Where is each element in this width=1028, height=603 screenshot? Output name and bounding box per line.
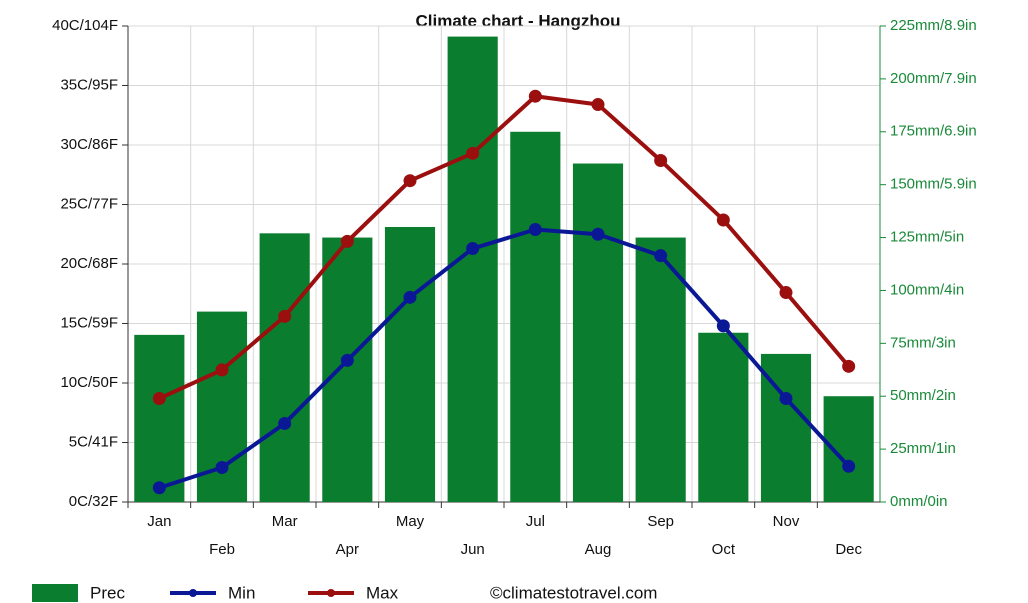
y2-tick-label: 100mm/4in: [890, 281, 964, 298]
y2-tick-label: 125mm/5in: [890, 229, 964, 246]
point: [528, 222, 542, 236]
bar: [134, 334, 185, 502]
point: [654, 153, 668, 167]
bar: [322, 237, 373, 503]
y-tick-label: 0C/32F: [69, 493, 118, 510]
y2-tick-label: 25mm/1in: [890, 440, 956, 457]
bar: [572, 163, 624, 502]
y-tick-label: 15C/59F: [60, 314, 118, 331]
point: [466, 242, 480, 256]
point: [340, 353, 354, 367]
x-tick-label: Mar: [272, 513, 298, 530]
point: [466, 146, 480, 160]
bar: [447, 36, 498, 502]
legend-label: Prec: [90, 583, 125, 602]
y2-tick-label: 225mm/8.9in: [890, 17, 977, 34]
point: [340, 234, 354, 248]
x-tick-label: Nov: [773, 513, 800, 530]
x-tick-label: Dec: [835, 541, 862, 558]
point: [215, 363, 229, 377]
point: [716, 213, 730, 227]
bar: [384, 226, 436, 502]
bar: [698, 332, 749, 502]
x-tick-label: Feb: [209, 541, 235, 558]
point: [215, 460, 229, 474]
x-tick-label: Oct: [712, 541, 736, 558]
y-tick-label: 5C/41F: [69, 433, 118, 450]
x-tick-label: Sep: [647, 513, 674, 530]
x-tick-label: Jan: [147, 513, 171, 530]
bar: [635, 237, 686, 503]
y2-tick-label: 175mm/6.9in: [890, 123, 977, 140]
y2-tick-label: 50mm/2in: [890, 387, 956, 404]
legend-label: Max: [366, 583, 399, 602]
x-tick-label: May: [396, 513, 425, 530]
point: [528, 89, 542, 103]
y2-tick-label: 150mm/5.9in: [890, 176, 977, 193]
point: [654, 249, 668, 263]
y-tick-label: 35C/95F: [60, 76, 118, 93]
x-tick-label: Apr: [336, 541, 359, 558]
legend-label: Min: [228, 583, 255, 602]
x-tick-label: Jul: [526, 513, 545, 530]
x-tick-label: Jun: [461, 541, 485, 558]
line: [158, 94, 851, 401]
bar: [510, 131, 561, 502]
y2-tick-label: 200mm/7.9in: [890, 70, 977, 87]
point: [152, 481, 166, 495]
point: [842, 459, 856, 473]
point: [403, 174, 417, 188]
point: [278, 309, 292, 323]
point: [779, 391, 793, 405]
point: [403, 290, 417, 304]
line: [158, 227, 851, 490]
legend-swatch: [327, 589, 335, 597]
point: [779, 286, 793, 300]
y2-tick-label: 0mm/0in: [890, 493, 948, 510]
legend-swatch: [32, 584, 78, 602]
chart-title: Climate chart - Hangzhou: [416, 11, 621, 30]
point: [278, 416, 292, 430]
y2-tick-label: 75mm/3in: [890, 334, 956, 351]
point: [591, 227, 605, 241]
x-tick-label: Aug: [585, 541, 612, 558]
point: [152, 391, 166, 405]
y-tick-label: 20C/68F: [60, 255, 118, 272]
point: [842, 359, 856, 373]
point: [716, 319, 730, 333]
bar: [259, 233, 310, 502]
y-tick-label: 10C/50F: [60, 374, 118, 391]
y-tick-label: 40C/104F: [52, 17, 118, 34]
legend-swatch: [189, 589, 197, 597]
source: ©climatestotravel.com: [490, 583, 657, 602]
y-tick-label: 25C/77F: [60, 195, 118, 212]
point: [591, 98, 605, 112]
y-tick-label: 30C/86F: [60, 136, 118, 153]
